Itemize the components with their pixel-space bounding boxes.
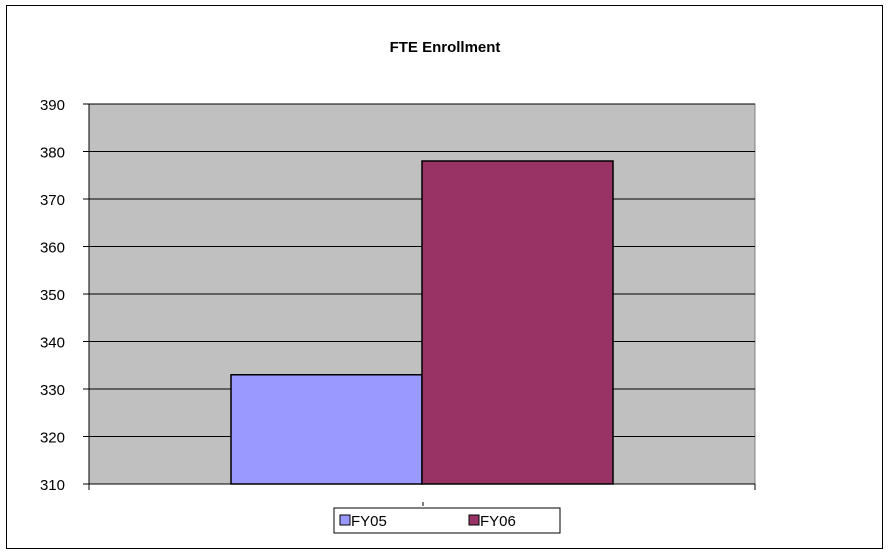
y-tick-label: 390 [40, 97, 65, 114]
chart-title: FTE Enrollment [390, 39, 501, 56]
y-tick-label: 320 [40, 430, 65, 447]
y-tick-label: 370 [40, 192, 65, 209]
y-tick-label: 380 [40, 145, 65, 162]
bars [230, 160, 614, 485]
y-tick-label: 360 [40, 240, 65, 257]
y-tick-label: 340 [40, 335, 65, 352]
y-tick-label: 310 [40, 477, 65, 494]
y-tick-label: 330 [40, 382, 65, 399]
bar-fy06 [421, 160, 614, 485]
bar-fy05 [230, 374, 423, 485]
legend-swatch-fy06 [468, 514, 480, 526]
legend: FY05 FY06 [333, 507, 561, 534]
legend-label-fy06: FY06 [480, 513, 516, 530]
legend-box [333, 507, 561, 534]
legend-swatch-fy05 [339, 514, 351, 526]
legend-label-fy05: FY05 [351, 513, 387, 530]
y-tick-label: 350 [40, 287, 65, 304]
axes: 310 320 330 340 350 360 370 380 390 [40, 97, 756, 506]
